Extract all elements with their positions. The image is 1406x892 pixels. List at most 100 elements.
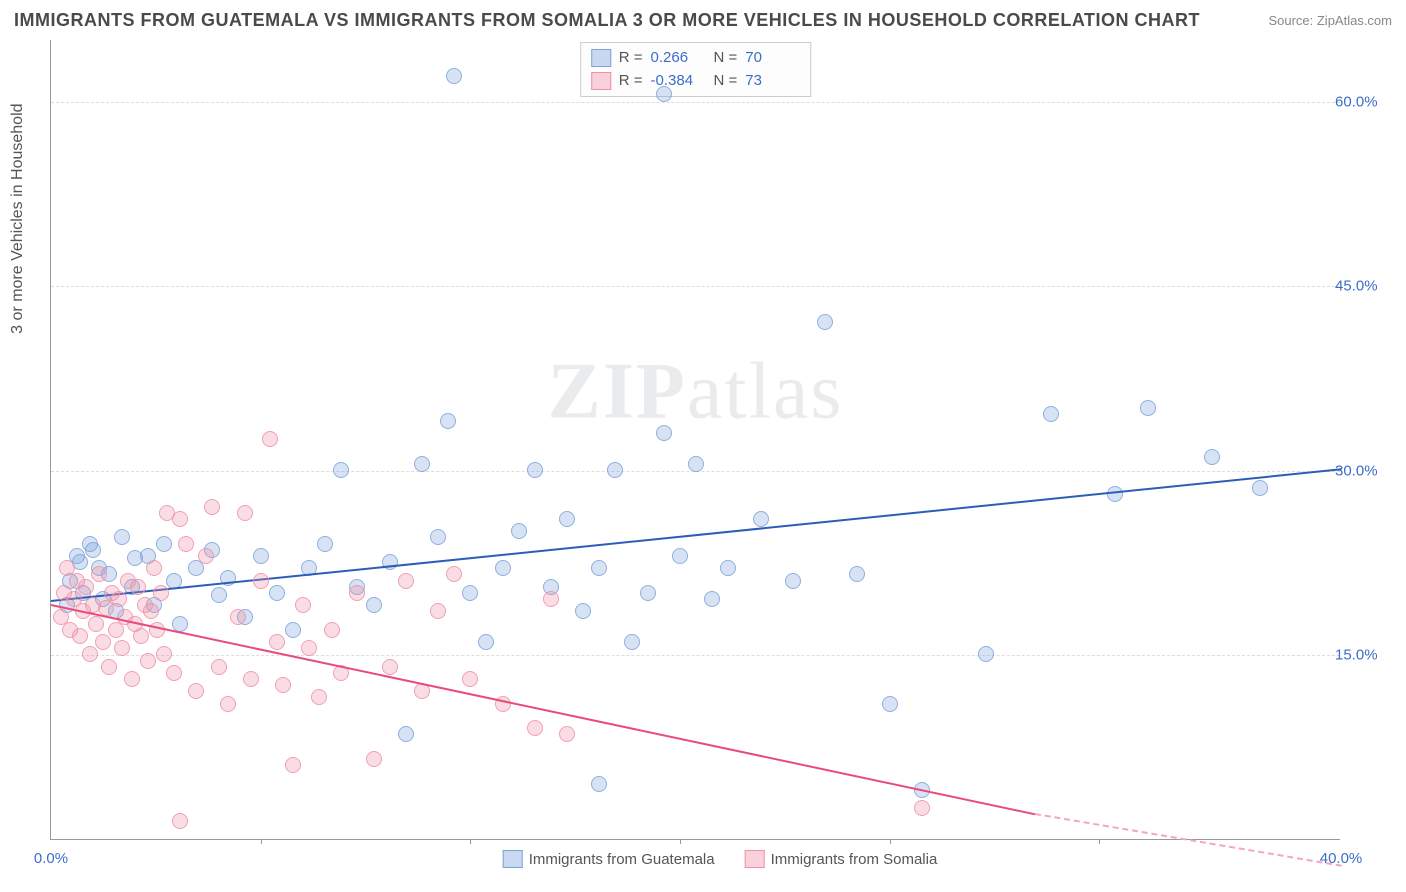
scatter-point [1043,406,1059,422]
chart-header: IMMIGRANTS FROM GUATEMALA VS IMMIGRANTS … [14,10,1392,31]
stat-row-0: R = 0.266 N = 70 [591,47,801,70]
scatter-point [311,689,327,705]
scatter-point [753,511,769,527]
scatter-point [462,671,478,687]
scatter-point [527,720,543,736]
swatch-somalia [591,72,611,90]
scatter-point [114,640,130,656]
scatter-point [88,616,104,632]
regression-line-dashed [1034,813,1341,867]
legend-item-1: Immigrants from Somalia [745,850,938,868]
gridline [51,286,1340,287]
scatter-point [495,560,511,576]
scatter-point [398,726,414,742]
scatter-point [333,462,349,478]
gridline [51,655,1340,656]
scatter-point [133,628,149,644]
legend-item-0: Immigrants from Guatemala [503,850,715,868]
scatter-point [817,314,833,330]
scatter-point [414,456,430,472]
ytick-label: 45.0% [1335,278,1390,295]
scatter-point [253,548,269,564]
scatter-point [624,634,640,650]
scatter-point [366,597,382,613]
scatter-point [230,609,246,625]
scatter-point [243,671,259,687]
scatter-point [559,726,575,742]
scatter-point [211,659,227,675]
scatter-point [591,776,607,792]
scatter-point [672,548,688,564]
scatter-point [720,560,736,576]
scatter-point [301,640,317,656]
scatter-point [146,560,162,576]
scatter-point [1107,486,1123,502]
legend-swatch-0 [503,850,523,868]
chart-container: 3 or more Vehicles in Household ZIPatlas… [50,40,1390,840]
scatter-point [559,511,575,527]
ytick-label: 15.0% [1335,647,1390,664]
scatter-point [253,573,269,589]
scatter-point [462,585,478,601]
scatter-point [91,566,107,582]
scatter-point [640,585,656,601]
stat-row-1: R = -0.384 N = 73 [591,70,801,93]
xtick-mark [680,839,681,844]
xtick-mark [1099,839,1100,844]
plot-area: ZIPatlas R = 0.266 N = 70 R = -0.384 N =… [50,40,1340,840]
xtick-mark [470,839,471,844]
scatter-point [211,587,227,603]
scatter-point [349,585,365,601]
scatter-point [85,542,101,558]
scatter-point [849,566,865,582]
scatter-point [172,511,188,527]
scatter-point [882,696,898,712]
scatter-point [382,659,398,675]
scatter-point [656,425,672,441]
gridline [51,102,1340,103]
scatter-point [114,529,130,545]
scatter-point [172,616,188,632]
scatter-point [704,591,720,607]
scatter-point [591,560,607,576]
y-axis-label: 3 or more Vehicles in Household [9,103,27,333]
scatter-point [366,751,382,767]
scatter-point [95,634,111,650]
scatter-point [1204,449,1220,465]
scatter-point [198,548,214,564]
scatter-point [269,634,285,650]
scatter-point [511,523,527,539]
scatter-point [130,579,146,595]
scatter-point [1140,400,1156,416]
chart-source: Source: ZipAtlas.com [1268,13,1392,28]
scatter-point [607,462,623,478]
scatter-point [82,646,98,662]
scatter-point [478,634,494,650]
scatter-point [430,529,446,545]
scatter-point [166,665,182,681]
ytick-label: 30.0% [1335,462,1390,479]
scatter-point [285,757,301,773]
ytick-label: 60.0% [1335,93,1390,110]
scatter-point [204,499,220,515]
regression-line [51,468,1341,602]
scatter-point [543,591,559,607]
scatter-point [188,683,204,699]
scatter-point [785,573,801,589]
xtick-label: 0.0% [34,850,68,867]
bottom-legend: Immigrants from Guatemala Immigrants fro… [503,850,938,868]
scatter-point [285,622,301,638]
xtick-mark [261,839,262,844]
scatter-point [178,536,194,552]
scatter-point [275,677,291,693]
scatter-point [143,603,159,619]
legend-swatch-1 [745,850,765,868]
scatter-point [1252,480,1268,496]
scatter-point [172,813,188,829]
swatch-guatemala [591,49,611,67]
scatter-point [527,462,543,478]
scatter-point [430,603,446,619]
scatter-point [101,659,117,675]
scatter-point [269,585,285,601]
scatter-point [688,456,704,472]
